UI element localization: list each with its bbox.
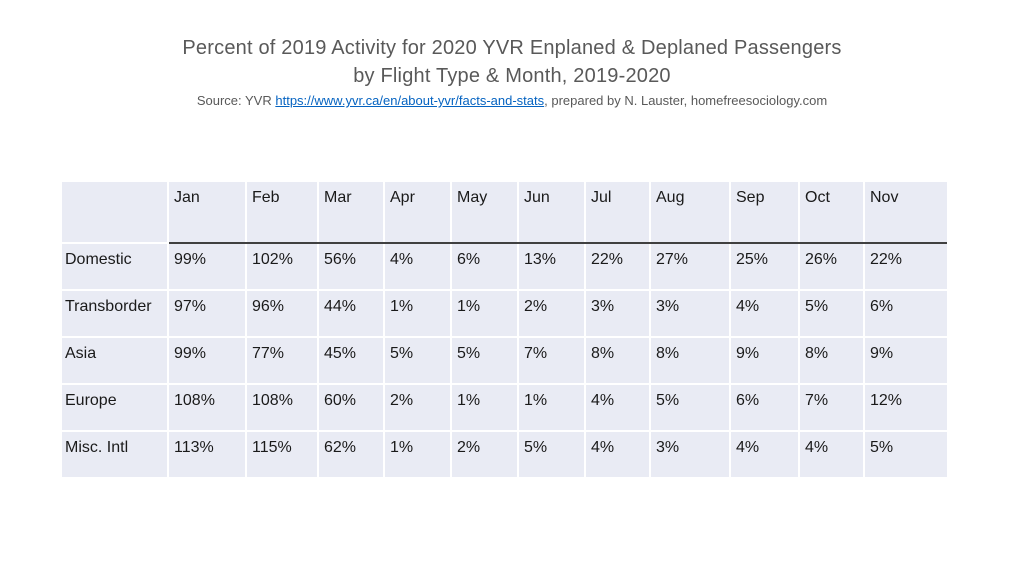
- value-cell: 44%: [318, 290, 385, 338]
- title-block: Percent of 2019 Activity for 2020 YVR En…: [0, 34, 1024, 110]
- column-header: Jun: [518, 182, 586, 244]
- value-cell: 108%: [246, 384, 319, 432]
- table-row: Misc. Intl 113% 115% 62% 1% 2% 5% 4% 3% 4% 4% 5%: [62, 431, 947, 479]
- value-cell: 45%: [318, 337, 385, 385]
- table-row: Europe 108% 108% 60% 2% 1% 1% 4% 5% 6% 7% 12%: [62, 384, 947, 432]
- row-label: Misc. Intl: [62, 431, 169, 479]
- value-cell: 25%: [730, 243, 800, 291]
- value-cell: 1%: [518, 384, 586, 432]
- data-table: Jan Feb Mar Apr May Jun Jul Aug Sep Oct Nov Domest…: [62, 182, 947, 479]
- value-cell: 5%: [864, 431, 947, 479]
- row-label: Europe: [62, 384, 169, 432]
- value-cell: 1%: [384, 431, 452, 479]
- value-cell: 9%: [864, 337, 947, 385]
- value-cell: 97%: [168, 290, 247, 338]
- value-cell: 99%: [168, 337, 247, 385]
- value-cell: 2%: [518, 290, 586, 338]
- table-row: Transborder 97% 96% 44% 1% 1% 2% 3% 3% 4% 5% 6%: [62, 290, 947, 338]
- value-cell: 6%: [730, 384, 800, 432]
- value-cell: 5%: [518, 431, 586, 479]
- value-cell: 4%: [585, 384, 651, 432]
- value-cell: 6%: [451, 243, 519, 291]
- value-cell: 56%: [318, 243, 385, 291]
- value-cell: 4%: [730, 290, 800, 338]
- value-cell: 3%: [650, 431, 731, 479]
- value-cell: 7%: [799, 384, 865, 432]
- column-header: Feb: [246, 182, 319, 244]
- column-header: Apr: [384, 182, 452, 244]
- value-cell: 5%: [650, 384, 731, 432]
- column-header: Mar: [318, 182, 385, 244]
- slide-title-line2: by Flight Type & Month, 2019-2020: [353, 65, 671, 87]
- value-cell: 22%: [585, 243, 651, 291]
- value-cell: 4%: [799, 431, 865, 479]
- value-cell: 77%: [246, 337, 319, 385]
- value-cell: 6%: [864, 290, 947, 338]
- value-cell: 9%: [730, 337, 800, 385]
- table-row: Domestic 99% 102% 56% 4% 6% 13% 22% 27% 25% 26% 22%: [62, 243, 947, 291]
- value-cell: 8%: [585, 337, 651, 385]
- value-cell: 4%: [384, 243, 452, 291]
- source-link[interactable]: https://www.yvr.ca/en/about-yvr/facts-an…: [275, 93, 545, 108]
- value-cell: 5%: [384, 337, 452, 385]
- value-cell: 5%: [799, 290, 865, 338]
- column-header: Oct: [799, 182, 865, 244]
- value-cell: 7%: [518, 337, 586, 385]
- value-cell: 3%: [585, 290, 651, 338]
- value-cell: 4%: [585, 431, 651, 479]
- column-header: Aug: [650, 182, 731, 244]
- value-cell: 5%: [451, 337, 519, 385]
- value-cell: 108%: [168, 384, 247, 432]
- value-cell: 60%: [318, 384, 385, 432]
- value-cell: 113%: [168, 431, 247, 479]
- column-header: May: [451, 182, 519, 244]
- value-cell: 4%: [730, 431, 800, 479]
- table-row: Asia 99% 77% 45% 5% 5% 7% 8% 8% 9% 8% 9%: [62, 337, 947, 385]
- value-cell: 1%: [451, 384, 519, 432]
- value-cell: 27%: [650, 243, 731, 291]
- value-cell: 62%: [318, 431, 385, 479]
- value-cell: 1%: [384, 290, 452, 338]
- slide-title-line1: Percent of 2019 Activity for 2020 YVR En…: [182, 37, 842, 59]
- row-label: Domestic: [62, 243, 169, 291]
- value-cell: 12%: [864, 384, 947, 432]
- value-cell: 3%: [650, 290, 731, 338]
- row-label: Transborder: [62, 290, 169, 338]
- value-cell: 22%: [864, 243, 947, 291]
- value-cell: 102%: [246, 243, 319, 291]
- value-cell: 26%: [799, 243, 865, 291]
- source-prefix: Source: YVR: [196, 93, 276, 108]
- corner-cell: [62, 182, 169, 244]
- source-suffix: , prepared by N. Lauster, homefreesociol…: [544, 93, 828, 108]
- value-cell: 2%: [384, 384, 452, 432]
- value-cell: 96%: [246, 290, 319, 338]
- source-note: Source: YVR https://www.yvr.ca/en/about-…: [0, 92, 1024, 110]
- header-row: Jan Feb Mar Apr May Jun Jul Aug Sep Oct Nov: [62, 182, 947, 244]
- value-cell: 115%: [246, 431, 319, 479]
- value-cell: 8%: [650, 337, 731, 385]
- column-header: Sep: [730, 182, 800, 244]
- row-label: Asia: [62, 337, 169, 385]
- value-cell: 2%: [451, 431, 519, 479]
- value-cell: 99%: [168, 243, 247, 291]
- column-header: Jan: [168, 182, 247, 244]
- value-cell: 13%: [518, 243, 586, 291]
- column-header: Jul: [585, 182, 651, 244]
- value-cell: 1%: [451, 290, 519, 338]
- column-header: Nov: [864, 182, 947, 244]
- value-cell: 8%: [799, 337, 865, 385]
